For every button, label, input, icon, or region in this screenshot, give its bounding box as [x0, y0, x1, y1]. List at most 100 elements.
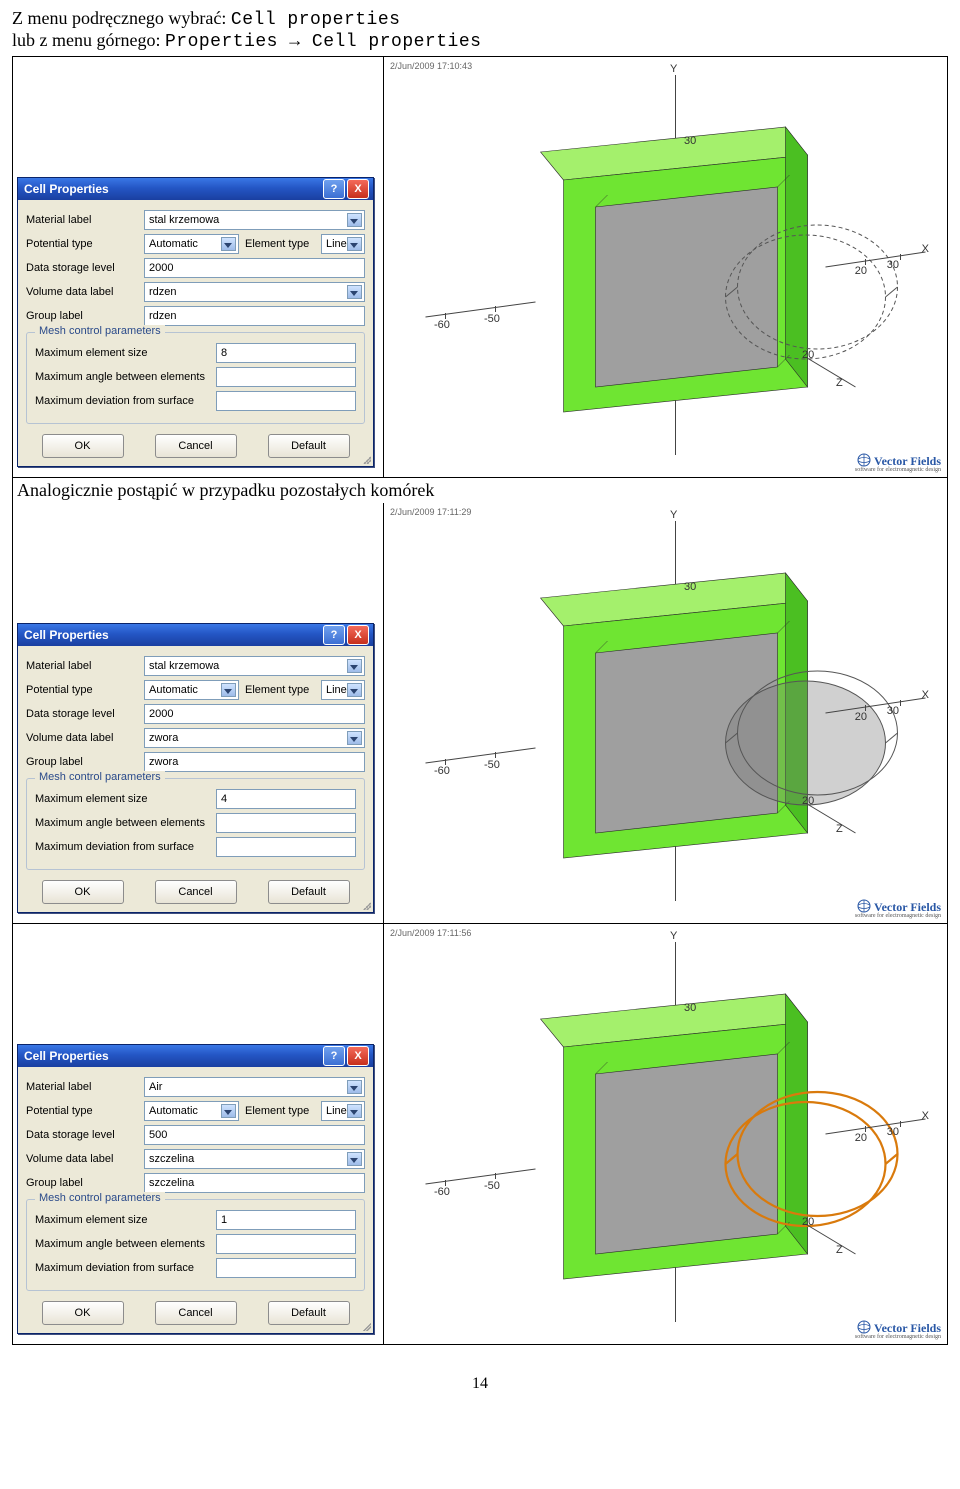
material-select[interactable]: Air	[144, 1077, 365, 1097]
ok-button[interactable]: OK	[42, 434, 124, 458]
vector-fields-logo: Vector Fields software for electromagnet…	[855, 1320, 941, 1340]
mesh-groupbox: Mesh control parameters Maximum element …	[26, 1199, 365, 1291]
mesh-legend: Mesh control parameters	[35, 771, 165, 783]
group-input[interactable]: zwora	[144, 752, 365, 772]
axis-x-label: X	[922, 243, 929, 255]
intro-text: Z menu podręcznego wybrać: Cell properti…	[12, 8, 948, 52]
intro-line1b: Cell properties	[231, 10, 401, 30]
globe-icon	[857, 453, 871, 467]
help-button[interactable]: ?	[323, 179, 345, 199]
axis-y-30: 30	[684, 581, 696, 593]
globe-icon	[857, 1320, 871, 1334]
mesh-legend: Mesh control parameters	[35, 325, 165, 337]
axis-x-20: 20	[855, 711, 867, 723]
cancel-button[interactable]: Cancel	[155, 880, 237, 904]
resize-grip-icon[interactable]	[361, 454, 371, 464]
axis-y-label: Y	[670, 930, 677, 942]
voldata-select[interactable]: zwora	[144, 728, 365, 748]
dialog-titlebar[interactable]: Cell Properties ? X	[18, 1045, 373, 1067]
elemtype-select[interactable]: Linear	[321, 234, 365, 254]
elemtype-select[interactable]: Linear	[321, 680, 365, 700]
storage-input[interactable]: 500	[144, 1125, 365, 1145]
cell-dialog-2: Cell Properties ? X Material label stal …	[13, 503, 384, 924]
label-dev: Maximum deviation from surface	[35, 841, 210, 853]
angle-input[interactable]	[216, 813, 356, 833]
dialog-titlebar[interactable]: Cell Properties ? X	[18, 624, 373, 646]
viewport-3d[interactable]: 2/Jun/2009 17:11:56	[384, 924, 947, 1344]
cell-viewport-3: 2/Jun/2009 17:11:56	[384, 924, 948, 1345]
timestamp: 2/Jun/2009 17:11:29	[390, 507, 471, 517]
axis-x-30: 30	[887, 259, 899, 271]
default-button[interactable]: Default	[268, 880, 350, 904]
ok-button[interactable]: OK	[42, 880, 124, 904]
axis-z-20: 20	[802, 795, 814, 807]
axis-z-20: 20	[802, 1216, 814, 1228]
axis-neg50: -50	[484, 759, 500, 771]
axis-x-label: X	[922, 1110, 929, 1122]
dialog-title: Cell Properties	[24, 1049, 321, 1063]
label-storage: Data storage level	[26, 708, 138, 720]
cell-viewport-1: 2/Jun/2009 17:10:43	[384, 57, 948, 478]
axis-neg60: -60	[434, 765, 450, 777]
cell-dialog-3: Cell Properties ? X Material label Air P…	[13, 924, 384, 1345]
axis-z-label: Z	[836, 377, 843, 389]
label-angle: Maximum angle between elements	[35, 371, 210, 383]
size-input[interactable]: 8	[216, 343, 356, 363]
viewport-3d[interactable]: 2/Jun/2009 17:11:29	[384, 503, 947, 923]
dev-input[interactable]	[216, 391, 356, 411]
cancel-button[interactable]: Cancel	[155, 1301, 237, 1325]
layout-table: Cell Properties ? X Material label stal …	[12, 56, 948, 1345]
cell-properties-dialog: Cell Properties ? X Material label stal …	[17, 177, 374, 467]
voldata-select[interactable]: rdzen	[144, 282, 365, 302]
ok-button[interactable]: OK	[42, 1301, 124, 1325]
help-button[interactable]: ?	[323, 625, 345, 645]
potential-select[interactable]: Automatic	[144, 234, 239, 254]
intro-arrow: →	[278, 32, 312, 52]
material-select[interactable]: stal krzemowa	[144, 210, 365, 230]
axis-x-30: 30	[887, 705, 899, 717]
label-size: Maximum element size	[35, 793, 210, 805]
default-button[interactable]: Default	[268, 434, 350, 458]
angle-input[interactable]	[216, 367, 356, 387]
label-material: Material label	[26, 660, 138, 672]
label-potential: Potential type	[26, 1105, 138, 1117]
viewport-3d[interactable]: 2/Jun/2009 17:10:43	[384, 57, 947, 477]
intro-line2c: Cell properties	[312, 32, 482, 52]
dialog-titlebar[interactable]: Cell Properties ? X	[18, 178, 373, 200]
dialog-title: Cell Properties	[24, 628, 321, 642]
dialog-body: Material label Air Potential type Automa…	[18, 1067, 373, 1333]
potential-select[interactable]: Automatic	[144, 1101, 239, 1121]
size-input[interactable]: 1	[216, 1210, 356, 1230]
axis-x-20: 20	[855, 1132, 867, 1144]
dev-input[interactable]	[216, 1258, 356, 1278]
storage-input[interactable]: 2000	[144, 258, 365, 278]
close-button[interactable]: X	[347, 1046, 369, 1066]
label-storage: Data storage level	[26, 262, 138, 274]
potential-select[interactable]: Automatic	[144, 680, 239, 700]
axis-x-20: 20	[855, 265, 867, 277]
label-dev: Maximum deviation from surface	[35, 1262, 210, 1274]
resize-grip-icon[interactable]	[361, 900, 371, 910]
storage-input[interactable]: 2000	[144, 704, 365, 724]
close-button[interactable]: X	[347, 179, 369, 199]
resize-grip-icon[interactable]	[361, 1321, 371, 1331]
label-material: Material label	[26, 214, 138, 226]
angle-input[interactable]	[216, 1234, 356, 1254]
size-input[interactable]: 4	[216, 789, 356, 809]
elemtype-select[interactable]: Linear	[321, 1101, 365, 1121]
axis-x-30: 30	[887, 1126, 899, 1138]
dev-input[interactable]	[216, 837, 356, 857]
label-storage: Data storage level	[26, 1129, 138, 1141]
axis-neg50: -50	[484, 1180, 500, 1192]
voldata-select[interactable]: szczelina	[144, 1149, 365, 1169]
group-input[interactable]: rdzen	[144, 306, 365, 326]
mesh-groupbox: Mesh control parameters Maximum element …	[26, 332, 365, 424]
close-button[interactable]: X	[347, 625, 369, 645]
material-select[interactable]: stal krzemowa	[144, 656, 365, 676]
help-button[interactable]: ?	[323, 1046, 345, 1066]
label-elemtype: Element type	[245, 1105, 315, 1117]
default-button[interactable]: Default	[268, 1301, 350, 1325]
cancel-button[interactable]: Cancel	[155, 434, 237, 458]
mesh-legend: Mesh control parameters	[35, 1192, 165, 1204]
group-input[interactable]: szczelina	[144, 1173, 365, 1193]
